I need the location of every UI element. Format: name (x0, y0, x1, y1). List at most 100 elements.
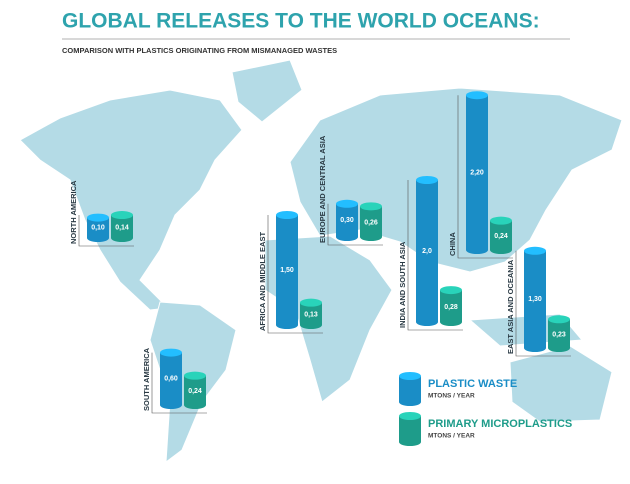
cylinder-base (490, 246, 512, 254)
cylinder (548, 315, 570, 352)
cylinder (276, 211, 298, 329)
cylinder-base (276, 321, 298, 329)
cylinder-base (360, 233, 382, 241)
region: 0,30 0,26 EUROPE AND CENTRAL ASIA (318, 135, 383, 246)
cylinder-body (87, 217, 109, 238)
cylinder-body (184, 375, 206, 405)
cylinder-top (360, 202, 382, 211)
cylinder-top (336, 199, 358, 208)
cylinder-top (87, 213, 109, 222)
continent (19, 89, 243, 311)
legend-swatch (399, 412, 421, 446)
cylinder-top (111, 211, 133, 220)
continent (231, 59, 303, 123)
cylinder-body (276, 215, 298, 325)
cylinder-body (416, 180, 438, 322)
cylinder-body (160, 352, 182, 405)
cylinder-top (184, 371, 206, 380)
cylinder-base (440, 318, 462, 326)
value-label: 0,60 (164, 376, 178, 383)
value-label: 0,24 (188, 388, 202, 395)
region: 0,10 0,14 NORTH AMERICA (69, 180, 134, 247)
cylinder-base (548, 344, 570, 352)
bracket (327, 203, 383, 246)
region-label: NORTH AMERICA (69, 180, 78, 244)
cylinder-base (87, 234, 109, 242)
value-label: 0,30 (340, 217, 354, 224)
cylinder-body (466, 95, 488, 250)
value-label: 1,50 (280, 267, 294, 274)
cylinder-body (440, 290, 462, 322)
cylinder-top (524, 246, 546, 255)
cylinder-base (466, 246, 488, 254)
region-label: AFRICA AND MIDDLE EAST (258, 232, 267, 331)
cylinder-top (399, 412, 421, 420)
value-label: 0,26 (364, 220, 378, 227)
cylinder-body (524, 250, 546, 348)
value-label: 0,14 (115, 224, 129, 231)
bracket (407, 180, 463, 331)
region-label: INDIA AND SOUTH ASIA (398, 241, 407, 328)
cylinder-body (111, 215, 133, 238)
cylinder-body (399, 376, 421, 402)
cylinder-top (300, 298, 322, 307)
cylinder-body (490, 220, 512, 250)
cylinder-body (300, 302, 322, 325)
cylinder (87, 213, 109, 242)
cylinder (416, 176, 438, 326)
cylinder (490, 216, 512, 254)
cylinder (336, 199, 358, 241)
bracket (457, 95, 513, 259)
region-label: SOUTH AMERICA (142, 347, 151, 411)
region-label: CHINA (448, 232, 457, 256)
cylinder-base (300, 321, 322, 329)
cylinder-base (399, 398, 421, 406)
cylinder-base (416, 318, 438, 326)
region: 2,20 0,24 CHINA (448, 91, 513, 259)
value-label: 1,30 (528, 296, 542, 303)
cylinder-top (160, 348, 182, 357)
region-label: EAST ASIA AND OCEANIA (506, 259, 515, 354)
value-label: 0,23 (552, 331, 566, 338)
subtitle: COMPARISON WITH PLASTICS ORIGINATING FRO… (62, 46, 337, 55)
cylinder (184, 371, 206, 409)
cylinder-top (548, 315, 570, 324)
region: 1,30 0,23 EAST ASIA AND OCEANIA (506, 246, 571, 357)
bracket (267, 215, 323, 334)
cylinder-top (276, 211, 298, 219)
cylinder-base (336, 233, 358, 241)
legend-item: PRIMARY MICROPLASTICS MTONS / YEAR (399, 412, 572, 446)
region: 2,0 0,28 INDIA AND SOUTH ASIA (398, 176, 463, 331)
value-label: 0,28 (444, 304, 458, 311)
cylinder-top (490, 216, 512, 225)
title: GLOBAL RELEASES TO THE WORLD OCEANS: (62, 10, 540, 33)
cylinder-base (111, 234, 133, 242)
legend-swatch (399, 372, 421, 406)
bracket (78, 215, 134, 247)
region: 0,60 0,24 SOUTH AMERICA (142, 347, 207, 414)
cylinder (160, 348, 182, 409)
bracket (515, 250, 571, 357)
value-label: 2,20 (470, 169, 484, 176)
legend-item: PLASTIC WASTE MTONS / YEAR (399, 372, 517, 406)
cylinder (466, 91, 488, 254)
cylinder-base (399, 438, 421, 446)
cylinder (111, 211, 133, 242)
cylinder-base (160, 401, 182, 409)
region: 1,50 0,13 AFRICA AND MIDDLE EAST (258, 211, 323, 334)
cylinder (524, 246, 546, 352)
cylinder-top (466, 91, 488, 100)
legend-unit: MTONS / YEAR (428, 433, 475, 440)
cylinder-body (399, 416, 421, 442)
value-label: 0,24 (494, 233, 508, 240)
cylinder-top (440, 286, 462, 295)
value-label: 2,0 (422, 248, 432, 255)
cylinder-top (399, 372, 421, 380)
cylinder-top (416, 176, 438, 184)
value-label: 0,10 (91, 225, 105, 232)
region-label: EUROPE AND CENTRAL ASIA (318, 135, 327, 243)
cylinder (300, 298, 322, 329)
cylinder (360, 202, 382, 241)
continent (509, 345, 613, 423)
